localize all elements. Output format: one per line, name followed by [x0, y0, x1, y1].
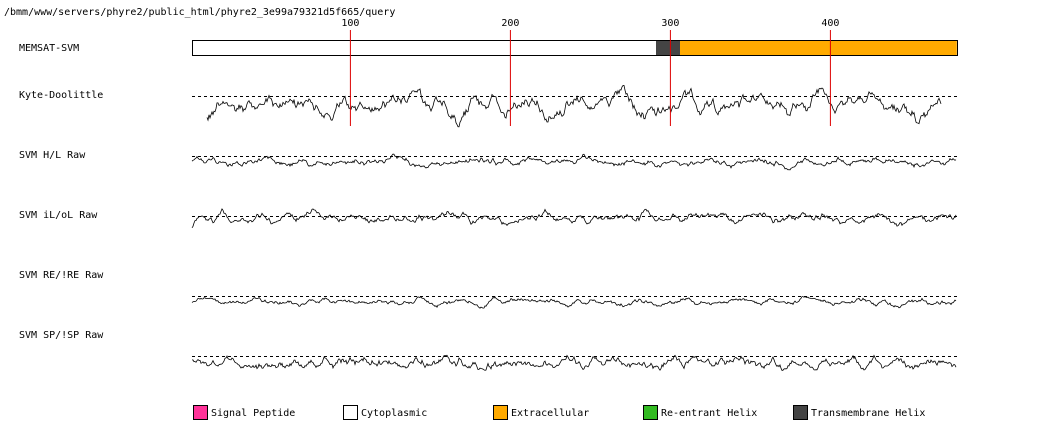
topology-outline: [192, 40, 958, 56]
segment-cytoplasmic: [192, 40, 656, 55]
legend: Signal Peptide Cytoplasmic Extracellular Re…: [193, 405, 925, 420]
legend-swatch: [343, 405, 358, 420]
track-kyte-doolittle: Kyte-Doolittle: [19, 84, 957, 128]
tick-label: 100: [341, 18, 359, 29]
track-svm-h-l-raw: SVM H/L Raw: [19, 150, 957, 171]
segment-extracellular: [680, 40, 957, 55]
track-label: SVM RE/!RE Raw: [19, 270, 104, 281]
profile-trace: [191, 295, 957, 309]
legend-label: Transmembrane Helix: [811, 408, 925, 419]
legend-swatch: [493, 405, 508, 420]
tick-label: 400: [821, 18, 839, 29]
track-memsat-svm: MEMSAT-SVM: [19, 40, 958, 56]
track-label: SVM iL/oL Raw: [19, 210, 98, 221]
track-svm-il-ol-raw: SVM iL/oL Raw: [19, 208, 957, 229]
legend-item-transmembrane-helix: Transmembrane Helix: [793, 405, 925, 420]
legend-swatch: [193, 405, 208, 420]
track-label: Kyte-Doolittle: [19, 90, 103, 101]
profile-trace: [191, 153, 957, 171]
legend-label: Cytoplasmic: [361, 408, 427, 419]
legend-swatch: [793, 405, 808, 420]
legend-label: Re-entrant Helix: [661, 408, 757, 419]
track-label: SVM H/L Raw: [19, 150, 86, 161]
segment-transmembrane-helix: [656, 40, 680, 55]
track-label: SVM SP/!SP Raw: [19, 330, 104, 341]
tick-label: 300: [661, 18, 679, 29]
track-svm-sp-sp-raw: SVM SP/!SP Raw: [19, 330, 957, 371]
legend-item-re-entrant-helix: Re-entrant Helix: [643, 405, 757, 420]
legend-item-signal-peptide: Signal Peptide: [193, 405, 295, 420]
track-label: MEMSAT-SVM: [19, 43, 79, 54]
profile-trace: [206, 84, 942, 128]
position-ticks: 100 200 300 400: [341, 18, 839, 126]
query-path: /bmm/www/servers/phyre2/public_html/phyr…: [4, 7, 395, 18]
legend-item-extracellular: Extracellular: [493, 405, 589, 420]
profile-trace: [191, 208, 957, 229]
legend-swatch: [643, 405, 658, 420]
tick-label: 200: [501, 18, 519, 29]
legend-item-cytoplasmic: Cytoplasmic: [343, 405, 427, 420]
track-svm-re-re-raw: SVM RE/!RE Raw: [19, 270, 957, 309]
profile-trace: [191, 354, 957, 371]
tracks-layer: MEMSAT-SVM Kyte-Doolittle SVM H/L Raw SVM i…: [19, 40, 958, 371]
legend-label: Signal Peptide: [211, 408, 295, 419]
legend-label: Extracellular: [511, 408, 589, 419]
